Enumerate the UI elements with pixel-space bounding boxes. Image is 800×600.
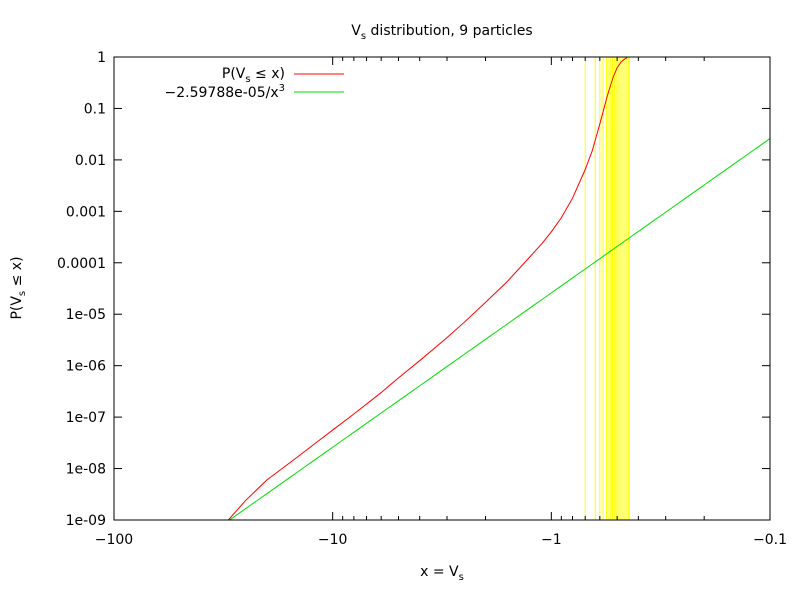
- y-axis-label-rest: ≤ x): [9, 256, 25, 290]
- x-axis-label: x = Vs: [420, 564, 464, 583]
- legend-label-series-2: −2.59788e-05/x3: [165, 83, 285, 101]
- x-axis-label-sub: s: [459, 572, 464, 583]
- chart-title-rest: distribution, 9 particles: [366, 23, 533, 39]
- y-tick-label-7: 1e-07: [66, 410, 106, 426]
- legend-2-sup: 3: [279, 83, 285, 94]
- y-axis-label-sub: s: [17, 291, 28, 296]
- x-tick-label-3: −0.1: [753, 532, 787, 548]
- legend-1-main: P(V: [222, 66, 246, 82]
- chart-title: Vs distribution, 9 particles: [351, 23, 532, 42]
- y-axis-label: P(Vs ≤ x): [9, 256, 28, 319]
- legend-2-main: −2.59788e-05/x: [165, 85, 279, 101]
- series-line-power-law: [228, 138, 770, 520]
- y-axis-label-main: P(V: [9, 296, 25, 320]
- x-tick-label-0: −100: [95, 532, 133, 548]
- y-tick-label-1: 0.1: [84, 101, 106, 117]
- chart-title-main: V: [351, 23, 361, 39]
- x-tick-label-1: −10: [318, 532, 348, 548]
- vertical-lines: [584, 57, 630, 520]
- series-line-cdf: [227, 57, 628, 520]
- legend: P(Vs ≤ x) −2.59788e-05/x3: [165, 66, 344, 101]
- x-axis-label-main: x = V: [420, 564, 459, 580]
- y-tick-label-2: 0.01: [75, 153, 106, 169]
- y-tick-label-3: 0.001: [66, 204, 106, 220]
- y-tick-label-5: 1e-05: [66, 307, 106, 323]
- chart-title-sub: s: [361, 31, 366, 42]
- y-tick-label-6: 1e-06: [66, 359, 106, 375]
- axis-ticks: −100 −10 −1 −0.1 1 0.1 0.01 0.001 0.0001 1e-05 1e-…: [57, 50, 787, 548]
- y-tick-label-4: 0.0001: [57, 256, 106, 272]
- legend-1-rest: ≤ x): [251, 66, 285, 82]
- y-tick-label-0: 1: [97, 50, 106, 66]
- x-tick-label-2: −1: [541, 532, 562, 548]
- y-tick-label-8: 1e-08: [66, 462, 106, 478]
- legend-1-sub: s: [245, 74, 250, 85]
- series-layer: [227, 57, 770, 520]
- y-tick-label-9: 1e-09: [66, 513, 106, 529]
- legend-label-series-1: P(Vs ≤ x): [222, 66, 285, 85]
- plot-frame: [113, 56, 771, 521]
